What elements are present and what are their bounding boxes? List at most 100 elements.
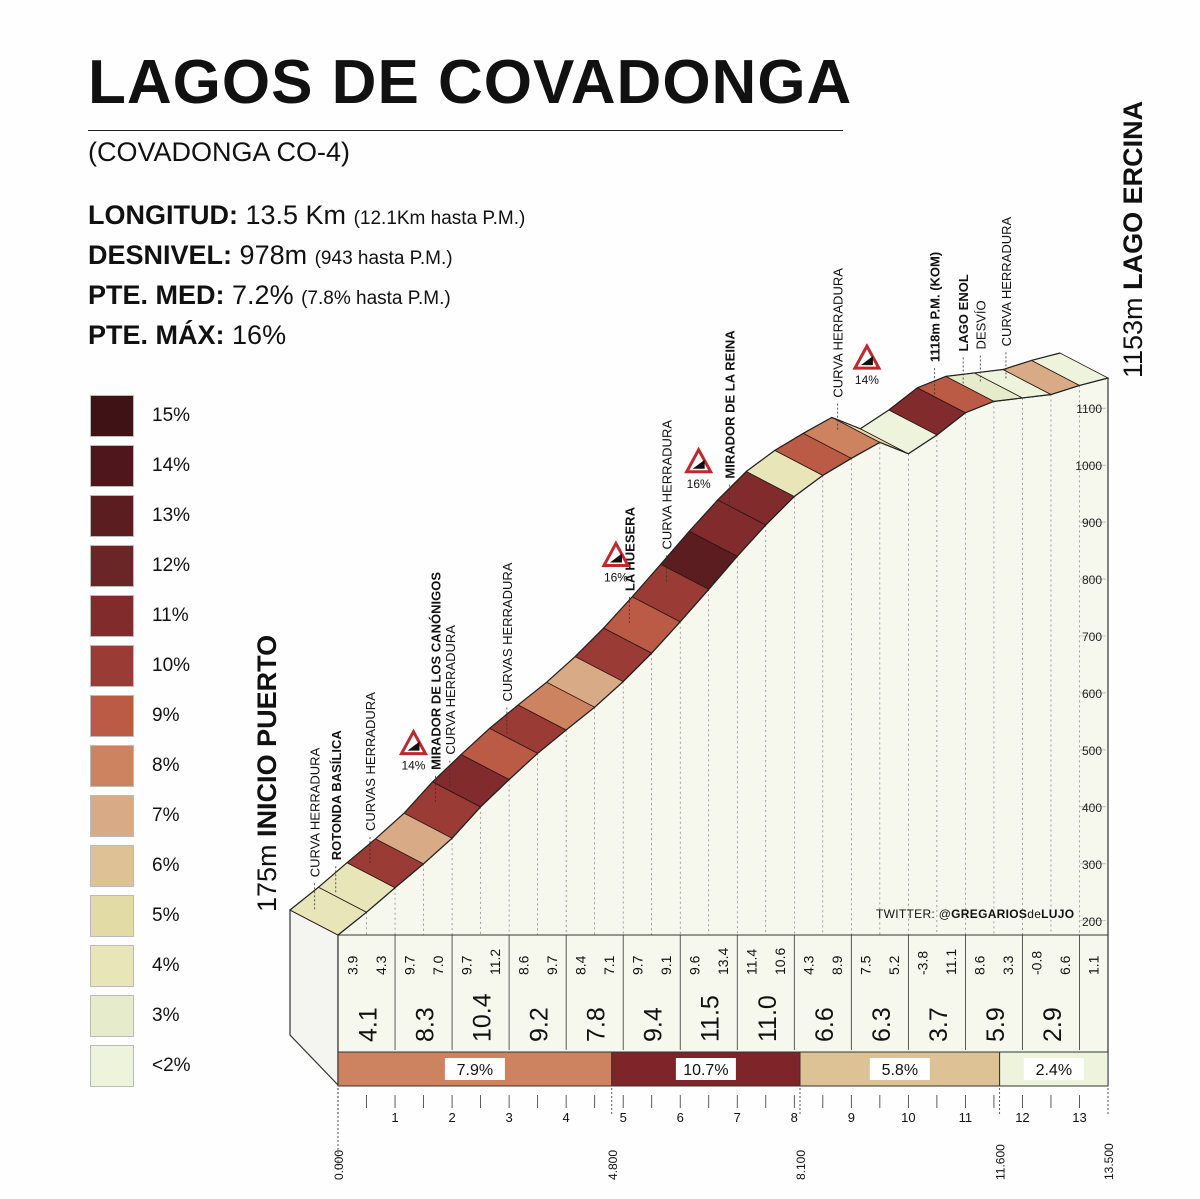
segment-gradient-label: -0.8 (1029, 951, 1045, 975)
legend-item: 15% (90, 395, 240, 439)
steep-sign-slope (609, 553, 622, 563)
annotation-label: MIRADOR DE LOS CANÓNIGOS (429, 572, 444, 770)
x-tick-label: 1 (391, 1110, 398, 1125)
legend-item: 7% (90, 795, 240, 839)
legend-label: 15% (152, 405, 191, 426)
km-gradient-label: 4.1 (355, 1007, 383, 1042)
end-altitude: 1153m (1118, 297, 1148, 378)
annotation-label: CURVA HERRADURA (660, 420, 675, 550)
subtitle: (COVADONGA CO-4) (88, 137, 351, 167)
x-tick-label: 7 (734, 1110, 741, 1125)
km-gradient-label: 8.3 (412, 1007, 440, 1042)
segment-gradient-label: 4.3 (373, 955, 389, 975)
stat-desnivel: DESNIVEL: 978m (943 hasta P.M.) (88, 240, 453, 271)
sector-label-bg (675, 1058, 736, 1080)
legend-swatch (90, 395, 134, 437)
stat-label: LONGITUD: (88, 200, 238, 230)
legend-label: 10% (152, 655, 191, 676)
x-mark-label: 8.100 (794, 1150, 808, 1180)
start-altitude: 175m (252, 844, 282, 912)
annotation-label: CURVAS HERRADURA (363, 692, 378, 831)
sector-label: 10.7% (683, 1062, 728, 1079)
annotation-label: CURVA HERRADURA (308, 747, 323, 877)
segment-gradient-label: 6.6 (1057, 955, 1073, 975)
steep-sign-icon (398, 728, 429, 756)
legend-swatch (90, 695, 134, 737)
steep-sign-label: 14% (855, 373, 879, 387)
legend-label: <2% (152, 1055, 191, 1076)
twitter-handle-part: LUJO (1041, 907, 1075, 921)
annotation-label: CURVAS HERRADURA (500, 562, 515, 701)
legend-item: 3% (90, 995, 240, 1039)
sector-label: 5.8% (882, 1062, 918, 1079)
x-tick-label: 4 (563, 1110, 570, 1125)
twitter-handle-part: de (1027, 907, 1042, 921)
legend-item: 14% (90, 445, 240, 489)
annotation-label: DESVÍO (973, 300, 988, 349)
segment-gradient-label: 8.6 (972, 955, 988, 975)
segment-gradient-label: 8.4 (572, 955, 588, 975)
legend-swatch (90, 995, 134, 1037)
legend-item: 6% (90, 845, 240, 889)
km-gradient-label: 2.9 (1039, 1007, 1067, 1042)
x-tick-label: 3 (505, 1110, 512, 1125)
legend-item: 9% (90, 695, 240, 739)
annotation-label: CURVA HERRADURA (831, 268, 846, 398)
y-tick-label: 600 (1082, 687, 1102, 701)
legend-label: 12% (152, 555, 191, 576)
legend-swatch (90, 595, 134, 637)
annotation-label: CURVA HERRADURA (443, 625, 458, 755)
steep-sign-icon (684, 446, 714, 474)
legend-label: 6% (152, 855, 180, 876)
stat-value: 978m (239, 240, 308, 270)
legend-item: 10% (90, 645, 240, 689)
segment-gradient-label: 7.5 (858, 955, 874, 975)
stat-note: (7.8% hasta P.M.) (301, 288, 451, 309)
legend-label: 8% (152, 755, 180, 776)
chart-title: LAGOS DE COVADONGA (88, 48, 853, 117)
stat-value: 16% (232, 320, 287, 350)
annotation-label: ROTONDA BASÍLICA (329, 730, 344, 861)
x-tick-label: 12 (1015, 1110, 1029, 1125)
y-tick-label: 900 (1082, 516, 1102, 530)
km-gradient-label: 7.8 (583, 1007, 611, 1042)
x-tick-label: 11 (959, 1110, 973, 1125)
steep-sign-icon (601, 540, 631, 567)
segment-gradient-label: 7.1 (601, 955, 617, 975)
segment-gradient-label: 1.1 (1086, 955, 1102, 975)
y-tick-label: 200 (1082, 915, 1102, 929)
stat-note: (12.1Km hasta P.M.) (353, 208, 526, 229)
y-tick-label: 400 (1082, 801, 1102, 815)
steep-sign-label: 16% (687, 477, 711, 491)
segment-gradient-label: 4.3 (801, 955, 817, 975)
steep-sign-slope (692, 459, 705, 469)
legend-item: 11% (90, 595, 240, 639)
segment-gradient-label: 9.7 (458, 955, 474, 975)
legend-item: 5% (90, 895, 240, 939)
y-tick-label: 700 (1082, 630, 1102, 644)
end-label: 1153m LAGO ERCINA (1118, 101, 1149, 378)
start-label: 175m INICIO PUERTO (252, 635, 283, 912)
km-gradient-label: 5.9 (982, 1007, 1010, 1042)
x-tick-label: 8 (791, 1110, 798, 1125)
stat-value: 13.5 Km (245, 200, 347, 230)
end-name: LAGO ERCINA (1118, 100, 1148, 290)
segment-gradient-label: 9.7 (629, 955, 645, 975)
x-tick-label: 10 (901, 1110, 915, 1125)
steep-sign-icon (852, 342, 882, 370)
km-gradient-label: 9.2 (526, 1007, 554, 1042)
y-tick-label: 500 (1082, 744, 1102, 758)
legend-label: 5% (152, 905, 180, 926)
sector-label: 7.9% (457, 1062, 493, 1079)
profile-back-edge (289, 352, 1061, 911)
steep-sign-slope (860, 356, 873, 366)
segment-gradient-label: 9.6 (686, 955, 702, 975)
km-gradient-label: 9.4 (640, 1007, 668, 1042)
stat-note: (943 hasta P.M.) (314, 248, 453, 269)
profile-front-edge (337, 377, 1109, 936)
x-tick-label: 13 (1072, 1110, 1086, 1125)
km-gradient-label: 11.0 (754, 995, 782, 1042)
y-tick-label: 1100 (1076, 402, 1102, 416)
legend-swatch (90, 1045, 134, 1087)
legend-swatch (90, 445, 134, 487)
